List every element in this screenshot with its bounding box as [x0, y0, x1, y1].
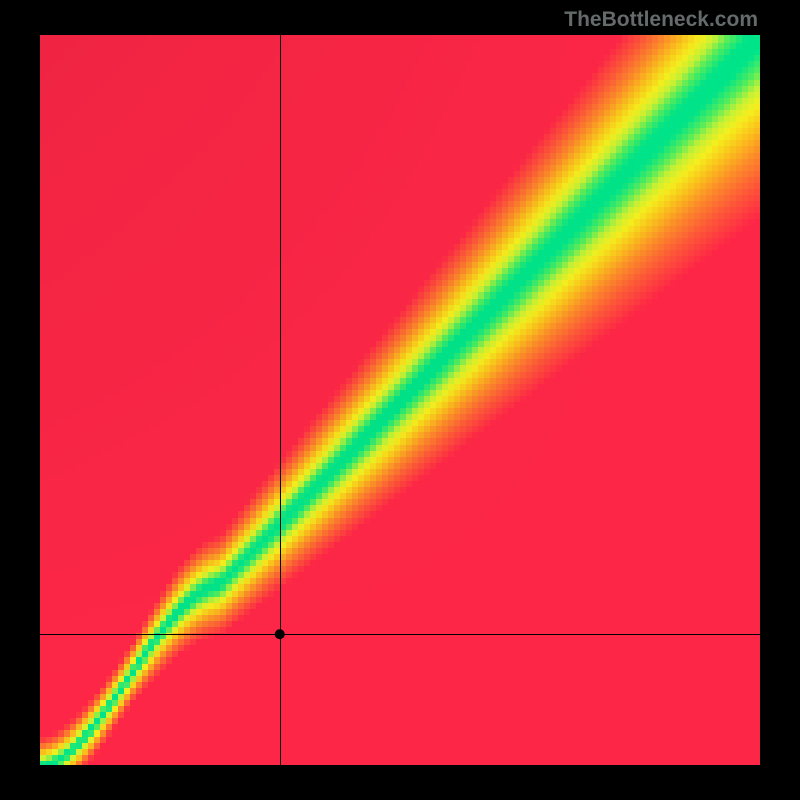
- heatmap-canvas: [40, 35, 760, 765]
- watermark-text: TheBottleneck.com: [564, 8, 758, 32]
- chart-container: TheBottleneck.com: [0, 0, 800, 800]
